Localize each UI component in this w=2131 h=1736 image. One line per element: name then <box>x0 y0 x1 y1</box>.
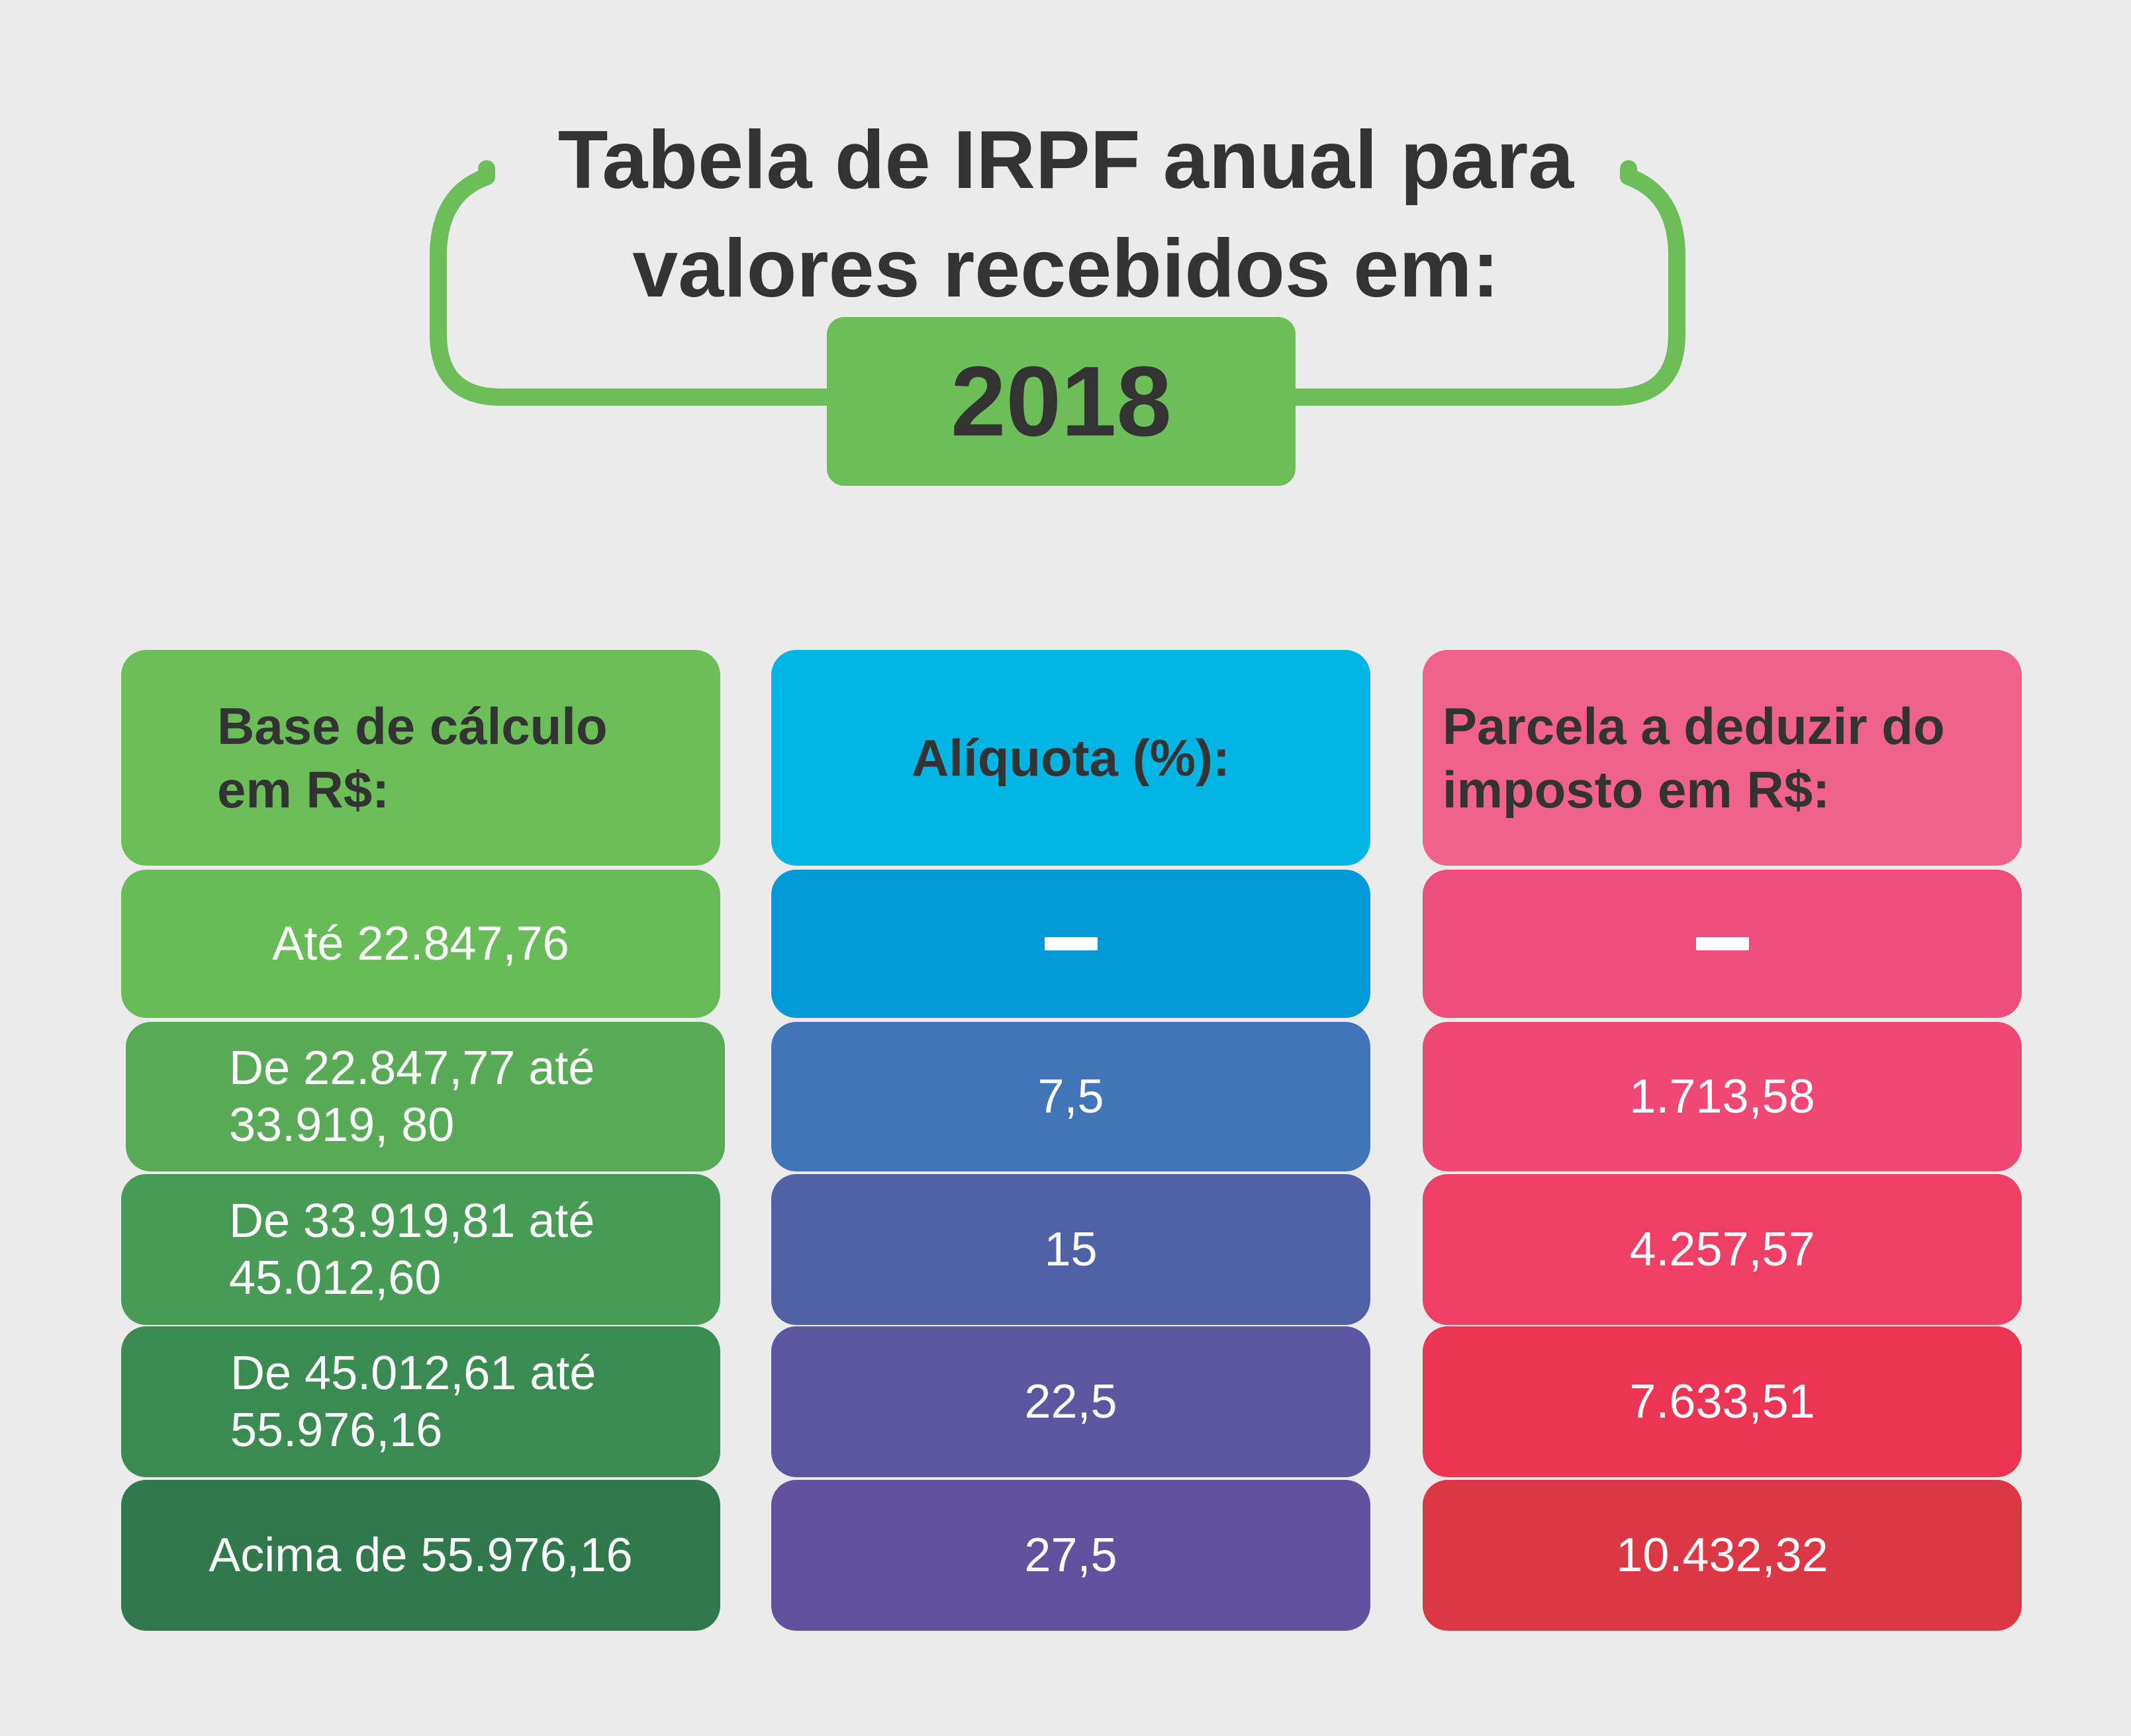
page-title: Tabela de IRPF anual para valores recebi… <box>424 106 1708 323</box>
header-parcela-line-2: imposto em R$: <box>1443 760 1830 819</box>
base-row-3: De 33.919,81 até 45.012,60 <box>121 1174 720 1325</box>
header-base-line-1: Base de cálculo <box>217 697 608 755</box>
base-row-5: Acima de 55.976,16 <box>121 1480 720 1631</box>
base-row-1: Até 22.847,76 <box>121 870 720 1018</box>
base-row-4-line-2: 55.976,16 <box>230 1404 443 1457</box>
header-aliquota: Alíquota (%): <box>771 650 1370 866</box>
parcela-row-4: 7.633,51 <box>1423 1326 2022 1477</box>
parcela-row-1 <box>1423 870 2022 1018</box>
base-row-2-line-1: De 22.847,77 até <box>229 1042 595 1095</box>
base-row-4-line-1: De 45.012,61 até <box>230 1347 596 1400</box>
header-aliquota-text: Alíquota (%): <box>912 729 1230 787</box>
aliquota-row-3: 15 <box>771 1174 1370 1325</box>
parcela-row-2: 1.713,58 <box>1423 1022 2022 1171</box>
base-row-3-line-2: 45.012,60 <box>229 1252 442 1304</box>
base-row-5-text: Acima de 55.976,16 <box>209 1529 633 1582</box>
header-parcela-deduzir: Parcela a deduzir do imposto em R$: <box>1423 650 2022 866</box>
parcela-row-3: 4.257,57 <box>1423 1174 2022 1325</box>
parcela-row-5: 10.432,32 <box>1423 1480 2022 1631</box>
aliquota-row-2: 7,5 <box>771 1022 1370 1171</box>
dash-icon <box>1695 937 1749 950</box>
parcela-row-5-text: 10.432,32 <box>1616 1529 1828 1582</box>
parcela-row-2-text: 1.713,58 <box>1629 1070 1815 1123</box>
title-line-2: valores recebidos em: <box>632 223 1499 314</box>
base-row-4: De 45.012,61 até 55.976,16 <box>121 1326 720 1477</box>
title-line-1: Tabela de IRPF anual para <box>557 114 1574 206</box>
aliquota-row-3-text: 15 <box>1044 1223 1098 1276</box>
base-row-1-text: Até 22.847,76 <box>272 917 569 970</box>
base-row-3-line-1: De 33.919,81 até <box>229 1195 595 1248</box>
header-base-calculo: Base de cálculo em R$: <box>121 650 720 866</box>
aliquota-row-2-text: 7,5 <box>1037 1070 1104 1123</box>
aliquota-row-1 <box>771 870 1370 1018</box>
aliquota-row-4: 22,5 <box>771 1326 1370 1477</box>
aliquota-row-5: 27,5 <box>771 1480 1370 1631</box>
aliquota-row-4-text: 22,5 <box>1024 1375 1117 1428</box>
header-base-line-2: em R$: <box>217 760 390 819</box>
parcela-row-4-text: 7.633,51 <box>1629 1375 1815 1428</box>
base-row-2: De 22.847,77 até 33.919, 80 <box>126 1022 725 1171</box>
dash-icon <box>1044 937 1098 950</box>
year-label: 2018 <box>951 345 1172 457</box>
aliquota-row-5-text: 27,5 <box>1024 1529 1117 1582</box>
base-row-2-line-2: 33.919, 80 <box>229 1099 455 1152</box>
parcela-row-3-text: 4.257,57 <box>1629 1223 1815 1276</box>
header-parcela-line-1: Parcela a deduzir do <box>1443 697 1945 755</box>
year-badge: 2018 <box>827 317 1296 486</box>
